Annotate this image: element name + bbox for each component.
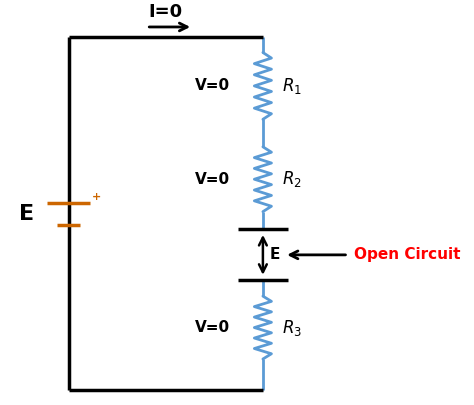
Text: E: E — [18, 204, 34, 224]
Text: +: + — [92, 192, 101, 202]
Text: V=0: V=0 — [195, 320, 230, 335]
Text: $R_1$: $R_1$ — [283, 76, 302, 96]
Text: V=0: V=0 — [195, 79, 230, 94]
Text: E: E — [270, 247, 280, 262]
Text: $R_2$: $R_2$ — [283, 169, 302, 189]
Text: $R_3$: $R_3$ — [283, 318, 302, 337]
Text: I=0: I=0 — [149, 3, 183, 21]
Text: V=0: V=0 — [195, 172, 230, 187]
Text: Open Circuit: Open Circuit — [354, 247, 461, 262]
